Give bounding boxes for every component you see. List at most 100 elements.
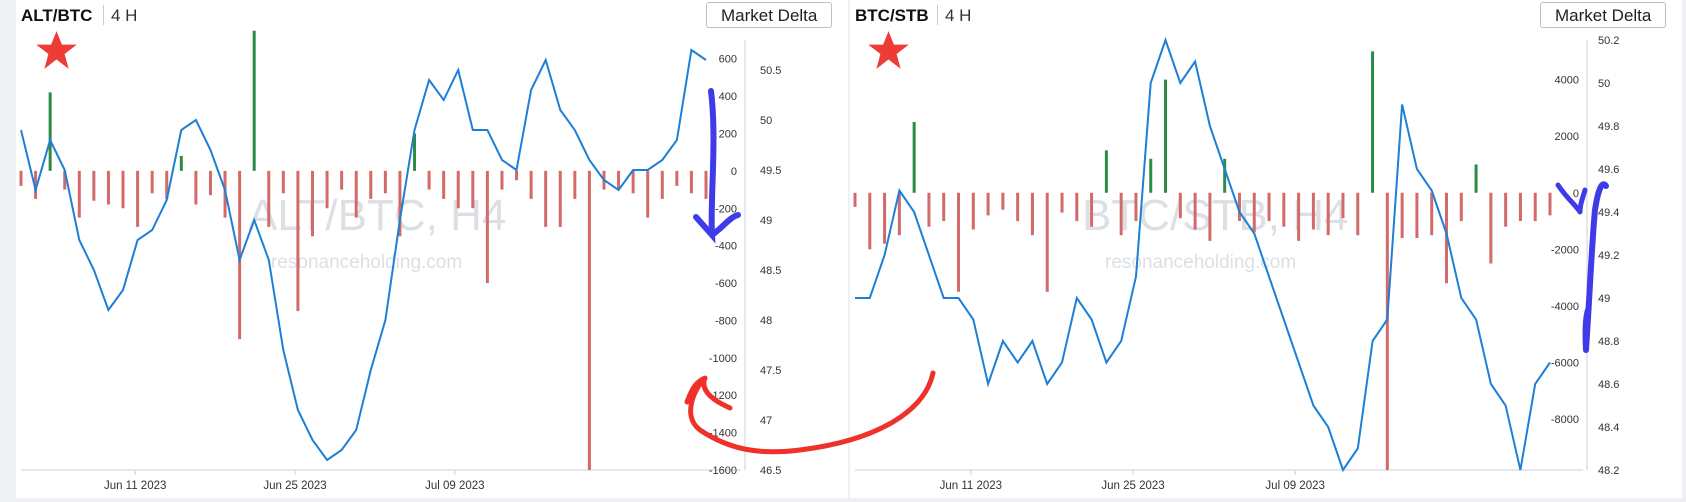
delta-bar	[529, 170, 533, 199]
delta-bar	[631, 170, 635, 194]
x-axis-tick: Jul 09 2023	[425, 480, 484, 492]
delta-bar	[617, 170, 621, 190]
delta-bar	[986, 192, 990, 216]
market-delta-button[interactable]: Market Delta	[706, 2, 833, 28]
delta-bar	[500, 170, 504, 190]
axis-ticks: 4000 2000 0 -2000 -4000 -6000 -8000 50.2 50 49.8 4…	[940, 35, 1620, 492]
x-axis-tick: Jun 25 2023	[263, 480, 326, 492]
delta-bar	[1193, 192, 1197, 230]
delta-bar	[296, 170, 300, 312]
delta-bar	[675, 170, 679, 186]
delta-bar	[660, 170, 664, 199]
chart-header: ALT/BTC 4 H Market Delta	[16, 0, 848, 30]
delta-bar	[354, 170, 358, 218]
delta-bar	[106, 170, 110, 205]
header-divider	[103, 5, 104, 25]
delta-bar	[1208, 192, 1212, 241]
delta-bar	[689, 170, 693, 194]
delta-bar	[1548, 192, 1552, 216]
delta-bar	[19, 170, 23, 186]
delta-bar	[1075, 192, 1079, 222]
delta-bar	[63, 170, 67, 190]
price-axis-tick: 50	[1598, 78, 1610, 90]
price-line	[20, 48, 707, 462]
watermark-site: resonanceholding.com	[1105, 252, 1296, 273]
delta-axis-tick: 200	[719, 128, 737, 140]
delta-axis-tick: -6000	[1551, 358, 1579, 370]
delta-axis-tick: -1600	[709, 465, 737, 477]
delta-bar	[868, 192, 872, 250]
delta-bar	[515, 170, 519, 181]
delta-bar	[1533, 192, 1537, 222]
header-divider	[937, 5, 938, 25]
delta-bar	[1415, 192, 1419, 239]
delta-bar	[136, 170, 140, 227]
timeframe-label[interactable]: 4 H	[111, 6, 138, 25]
delta-bar	[1459, 192, 1463, 222]
chart-area-alt-btc[interactable]: ALT/BTC, H4 resonanceholding.com 600 400 2…	[16, 30, 848, 498]
delta-bar	[1134, 192, 1138, 222]
delta-bar	[1090, 192, 1094, 227]
delta-bar	[267, 170, 271, 227]
delta-bar	[897, 192, 901, 236]
price-axis-tick: 50	[760, 115, 772, 127]
delta-bar	[1326, 192, 1330, 236]
delta-bar	[1016, 192, 1020, 222]
delta-bar	[1341, 192, 1345, 219]
delta-bar	[1267, 192, 1271, 222]
delta-bar	[281, 170, 285, 194]
x-axis-tick: Jun 25 2023	[1101, 480, 1164, 492]
delta-bar	[485, 170, 489, 284]
delta-axis-tick: -8000	[1551, 414, 1579, 426]
delta-bar	[1356, 192, 1360, 236]
delta-bar	[340, 170, 344, 190]
price-axis-tick: 49.2	[1598, 250, 1619, 262]
delta-bar	[92, 170, 96, 201]
delta-bar	[121, 170, 125, 209]
price-axis-tick: 49	[760, 215, 772, 227]
chart-area-btc-stb[interactable]: BTC/STB, H4 resonanceholding.com 4000 200…	[850, 30, 1682, 498]
chart-panel-alt-btc: ALT/BTC 4 H Market Delta ALT/BTC, H4 res…	[16, 0, 848, 498]
delta-bar	[1178, 192, 1182, 219]
price-axis-tick: 50.2	[1598, 35, 1619, 47]
watermark-site: resonanceholding.com	[271, 252, 462, 273]
delta-bar	[1164, 79, 1168, 193]
delta-bar	[1430, 192, 1434, 236]
delta-bar	[646, 170, 650, 218]
delta-axis-tick: 600	[719, 54, 737, 66]
delta-bar	[1119, 192, 1123, 236]
delta-bar	[853, 192, 857, 207]
delta-bar	[1311, 192, 1315, 230]
delta-bars	[853, 51, 1552, 470]
delta-bar	[252, 30, 256, 171]
delta-bar	[1104, 150, 1108, 193]
delta-bar	[1149, 158, 1153, 193]
delta-bar	[238, 170, 242, 340]
delta-bar	[957, 192, 961, 292]
delta-bar	[1223, 158, 1227, 193]
delta-bar	[77, 170, 81, 218]
delta-bar	[471, 170, 475, 209]
timeframe-label[interactable]: 4 H	[945, 6, 972, 25]
delta-axis-tick: 0	[1573, 188, 1579, 200]
market-delta-button[interactable]: Market Delta	[1540, 2, 1667, 28]
symbol-label: BTC/STB	[855, 6, 929, 25]
delta-axis-tick: -4000	[1551, 301, 1579, 313]
delta-bar	[165, 170, 169, 199]
delta-bar	[34, 170, 38, 199]
price-axis-tick: 46.5	[760, 465, 781, 477]
delta-bar	[1518, 192, 1522, 222]
chart-panel-btc-stb: BTC/STB 4 H Market Delta BTC/STB, H4 res…	[850, 0, 1682, 498]
delta-bar	[383, 170, 387, 194]
price-axis-tick: 48.6	[1598, 379, 1619, 391]
price-axis-tick: 48.8	[1598, 336, 1619, 348]
x-axis-tick: Jul 09 2023	[1265, 480, 1324, 492]
delta-bar	[1489, 192, 1493, 264]
delta-bar	[942, 192, 946, 222]
delta-bar	[413, 133, 417, 171]
delta-bar	[883, 192, 887, 244]
blue-down-arrow	[693, 88, 741, 244]
delta-bar	[398, 170, 402, 237]
price-axis-tick: 47.5	[760, 365, 781, 377]
delta-bar	[150, 170, 154, 194]
